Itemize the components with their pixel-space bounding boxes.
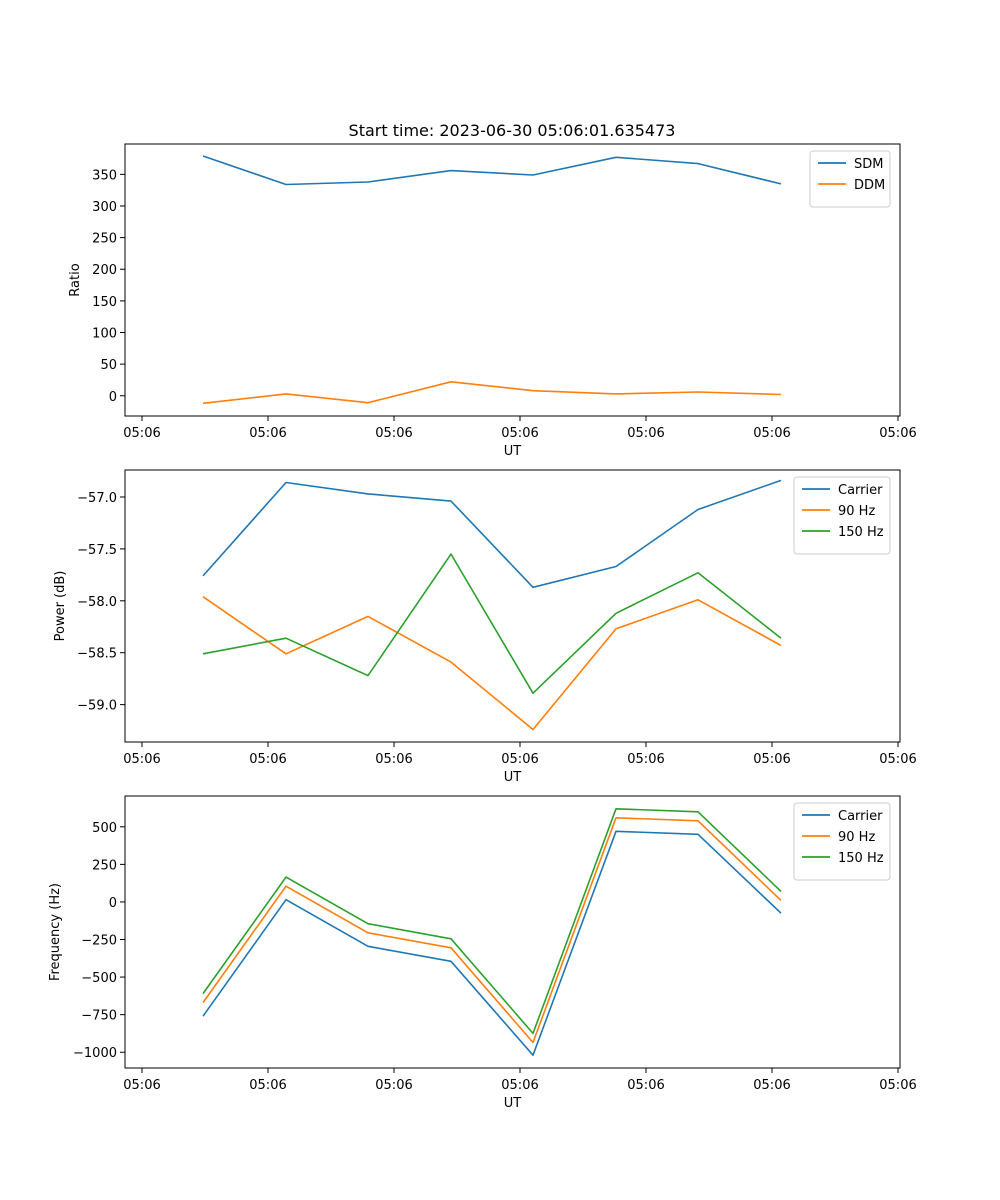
figure-title: Start time: 2023-06-30 05:06:01.635473 <box>349 121 676 140</box>
y-tick-label: −59.0 <box>77 699 117 714</box>
y-tick-label: −57.0 <box>77 491 117 506</box>
series-line-carrier <box>202 479 782 589</box>
legend-entry: Carrier <box>838 483 883 498</box>
x-tick-label: 05:06 <box>249 1078 286 1093</box>
series-line-carrier <box>202 830 782 1056</box>
y-tick-label: 250 <box>92 232 117 247</box>
y-tick-label: −58.5 <box>77 647 117 662</box>
y-tick-label: 250 <box>92 858 117 873</box>
chart-panel-1: 05:06 05:06 05:06 05:06 05:06 05:06 05:06 0 50 10… <box>68 143 917 459</box>
x-tick-label: 05:06 <box>249 426 286 441</box>
x-tick-label: 05:06 <box>753 752 790 767</box>
x-tick-label: 05:06 <box>249 752 286 767</box>
x-tick-label: 05:06 <box>501 752 538 767</box>
x-tick-label: 05:06 <box>753 426 790 441</box>
x-tick-label: 05:06 <box>375 426 412 441</box>
chart-panel-3: 05:06 05:06 05:06 05:06 05:06 05:06 05:06 −1000… <box>48 795 917 1111</box>
x-tick-label: 05:06 <box>501 426 538 441</box>
y-tick-label: 50 <box>100 358 117 373</box>
y-tick-label: 200 <box>92 263 117 278</box>
series-line-150-hz <box>202 807 782 1035</box>
y-tick-label: −750 <box>81 1009 117 1024</box>
x-axis-label: UT <box>504 1096 522 1111</box>
y-tick-label: 350 <box>92 168 117 183</box>
y-tick-label: 0 <box>109 896 117 911</box>
y-axis-label: Power (dB) <box>53 571 68 642</box>
series-line-150-hz <box>202 553 782 695</box>
legend-entry: SDM <box>854 157 883 172</box>
legend <box>793 802 891 881</box>
chart-panels: 05:06 05:06 05:06 05:06 05:06 05:06 05:06 0 50 10… <box>48 143 917 1111</box>
series-line-90-hz <box>202 596 782 731</box>
y-tick-label: 100 <box>92 327 117 342</box>
x-tick-label: 05:06 <box>123 1078 160 1093</box>
plot-frame <box>124 143 901 417</box>
legend-entry: Carrier <box>838 809 883 824</box>
y-tick-label: 150 <box>92 295 117 310</box>
x-tick-label: 05:06 <box>627 752 664 767</box>
x-tick-label: 05:06 <box>123 426 160 441</box>
x-axis-label: UT <box>504 770 522 785</box>
x-tick-label: 05:06 <box>375 752 412 767</box>
series-line-ddm <box>202 380 782 405</box>
x-tick-label: 05:06 <box>627 426 664 441</box>
x-axis-label: UT <box>504 444 522 459</box>
legend <box>809 150 891 208</box>
x-tick-label: 05:06 <box>123 752 160 767</box>
y-axis-label: Frequency (Hz) <box>48 883 63 981</box>
y-tick-label: −57.5 <box>77 543 117 558</box>
x-tick-label: 05:06 <box>753 1078 790 1093</box>
series-line-sdm <box>202 155 782 186</box>
y-tick-label: −250 <box>81 934 117 949</box>
legend-entry: 150 Hz <box>838 525 884 540</box>
y-tick-label: −1000 <box>73 1046 117 1061</box>
legend-entry: 90 Hz <box>838 504 875 519</box>
chart-panel-2: 05:06 05:06 05:06 05:06 05:06 05:06 05:06 −59.0… <box>53 469 917 785</box>
y-tick-label: 0 <box>109 390 117 405</box>
x-tick-label: 05:06 <box>627 1078 664 1093</box>
y-tick-label: −58.0 <box>77 595 117 610</box>
y-tick-label: 500 <box>92 821 117 836</box>
x-tick-label: 05:06 <box>879 752 916 767</box>
x-tick-label: 05:06 <box>879 426 916 441</box>
x-tick-label: 05:06 <box>375 1078 412 1093</box>
legend <box>793 476 891 555</box>
x-tick-label: 05:06 <box>501 1078 538 1093</box>
y-tick-label: 300 <box>92 200 117 215</box>
plot-frame <box>124 795 901 1069</box>
y-tick-label: −500 <box>81 971 117 986</box>
legend-entry: 150 Hz <box>838 851 884 866</box>
legend-entry: DDM <box>854 178 885 193</box>
x-tick-label: 05:06 <box>879 1078 916 1093</box>
legend-entry: 90 Hz <box>838 830 875 845</box>
y-axis-label: Ratio <box>68 263 83 296</box>
plot-frame <box>124 469 901 743</box>
series-line-90-hz <box>202 816 782 1044</box>
